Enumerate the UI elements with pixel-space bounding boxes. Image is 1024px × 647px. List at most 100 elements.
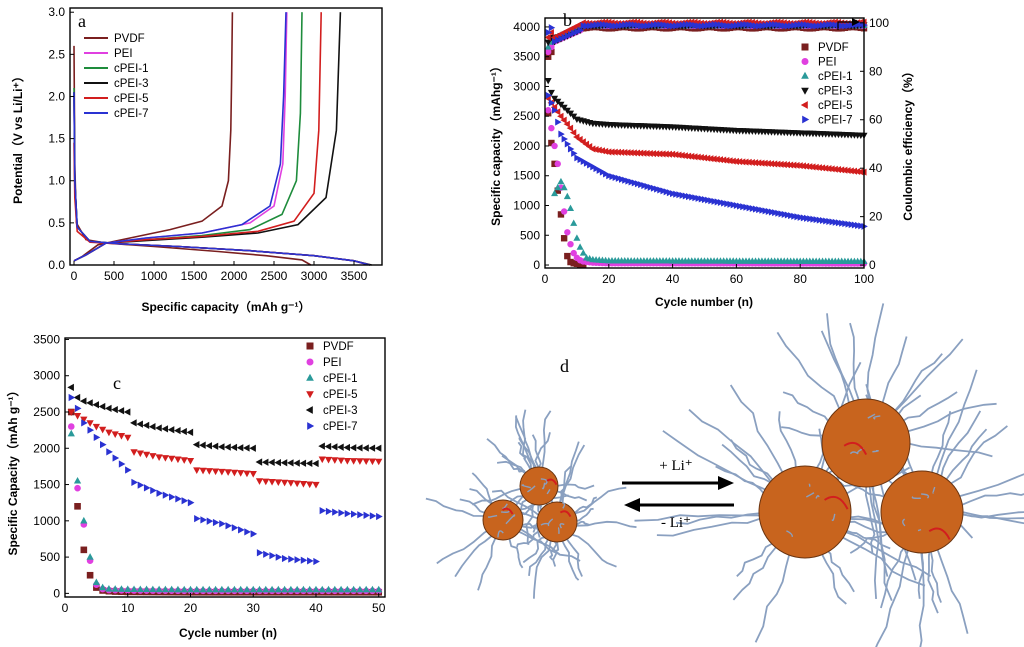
marker-c-cPEI-3 [98, 402, 106, 411]
marker-c-cPEI-5 [280, 479, 289, 487]
chart-c-frame [64, 337, 386, 598]
marker-c-cPEI-3 [355, 444, 363, 452]
marker-c-cPEI-1 [280, 585, 289, 593]
curve-cPEI-1-charge [73, 12, 303, 262]
polymer-chain [866, 303, 885, 404]
polymer-chain [525, 502, 535, 546]
polymer-chain [839, 481, 889, 499]
marker-c-cPEI-5 [299, 481, 308, 488]
forward-label: + Li⁺ [659, 458, 692, 474]
marker-b-cPEI-5 [821, 164, 829, 172]
polymer-chain [880, 336, 908, 407]
marker-c-cPEI-5 [186, 457, 195, 465]
x-axis-a-tick-label: 3500 [341, 269, 368, 283]
marker-b-cPEI-7 [567, 145, 575, 153]
surface-chain [487, 514, 498, 518]
marker-c-cPEI-7 [169, 493, 176, 501]
reverse-arrow-head [624, 498, 640, 512]
marker-c-cPEI-7 [137, 481, 145, 489]
marker-b-cPEI-5 [783, 161, 790, 169]
marker-c-cPEI-1 [142, 585, 151, 593]
polymer-chain [849, 530, 892, 554]
surface-chain [873, 415, 881, 420]
marker-c-cPEI-3 [155, 424, 162, 432]
polymer-chain [891, 353, 943, 415]
marker-c-cPEI-5 [318, 456, 326, 464]
y-axis-b-tick-label: 500 [520, 228, 540, 242]
marker-c-cPEI-5 [306, 481, 314, 489]
marker-c-cPEI-7 [269, 552, 277, 560]
marker-c-cPEI-3 [343, 443, 350, 452]
crosslink-chain [824, 495, 849, 510]
polymer-chain [572, 486, 627, 515]
polymer-chain [516, 530, 560, 556]
marker-b-cPEI-5 [633, 149, 641, 157]
x-axis-title-b: Cycle number (n) [655, 295, 753, 309]
marker-c-cPEI-1 [193, 585, 201, 593]
marker-c-cPEI-5 [218, 468, 226, 476]
marker-c-PEI [74, 484, 81, 492]
marker-b-cPEI-5 [569, 129, 577, 137]
surface-chain [562, 502, 566, 509]
marker-c-cPEI-7 [143, 484, 151, 492]
polymer-chain [459, 498, 487, 515]
marker-c-cPEI-3 [73, 393, 81, 402]
y-axis-a-tick-label: 1.0 [48, 174, 65, 188]
marker-c-cPEI-7 [244, 528, 251, 536]
marker-b-cPEI-5 [853, 167, 861, 176]
marker-c-cPEI-3 [180, 427, 187, 436]
legend-marker-c-cPEI-5 [306, 391, 314, 399]
marker-c-cPEI-7 [256, 549, 264, 557]
marker-c-cPEI-5 [80, 416, 88, 424]
marker-b-cPEI-5 [620, 149, 628, 157]
surface-chain [805, 492, 815, 498]
marker-c-cPEI-5 [136, 450, 144, 458]
marker-c-cPEI-1 [73, 476, 82, 484]
marker-c-cPEI-1 [255, 585, 264, 593]
polymer-chain [754, 550, 792, 643]
marker-c-cPEI-1 [318, 585, 326, 593]
marker-c-cPEI-3 [211, 442, 219, 450]
marker-c-cPEI-1 [218, 585, 226, 593]
marker-c-cPEI-7 [344, 509, 352, 518]
y-axis-b-tick-label: 4000 [513, 20, 540, 34]
y-axis-b-tick-label: 2000 [513, 139, 540, 153]
marker-c-cPEI-1 [161, 585, 170, 593]
x-axis-a-tick-label: 500 [104, 269, 124, 283]
surface-chain [921, 493, 930, 499]
legend-label-c-cPEI-7: cPEI-7 [323, 421, 358, 433]
legend-label-b-PVDF: PVDF [818, 42, 849, 54]
efficiency-b-cPEI-7 [577, 26, 584, 34]
marker-c-cPEI-1 [180, 585, 188, 593]
marker-c-cPEI-5 [174, 456, 182, 464]
y-axis-title-b: Specific capacity（mAhg⁻¹） [488, 60, 503, 226]
efficiency-b-PEI [544, 48, 552, 56]
marker-b-cPEI-5 [793, 161, 800, 169]
x-axis-a-tick-label: 2000 [221, 269, 248, 283]
marker-c-cPEI-3 [230, 443, 238, 452]
legend-label-cPEI-3: cPEI-3 [114, 78, 149, 90]
marker-b-PEI [564, 229, 571, 236]
polymer-chain [516, 528, 542, 548]
marker-c-cPEI-5 [130, 449, 138, 456]
polymer-chain [522, 536, 548, 564]
marker-b-cPEI-5 [566, 124, 574, 132]
marker-c-cPEI-5 [86, 420, 94, 427]
polymer-chain [826, 313, 857, 406]
marker-c-cPEI-3 [217, 443, 225, 451]
efficiency-b-cPEI-3 [544, 39, 552, 47]
polymer-chain [782, 391, 832, 426]
y-axis-c-tick-label: 2500 [33, 405, 60, 419]
marker-b-cPEI-5 [844, 167, 851, 175]
marker-c-cPEI-7 [313, 557, 320, 566]
marker-c-cPEI-1 [230, 585, 239, 593]
y2-axis-b-tick-label: 0 [869, 258, 876, 272]
marker-b-cPEI-5 [722, 156, 730, 164]
marker-c-cPEI-5 [262, 478, 270, 486]
marker-c-cPEI-1 [124, 585, 132, 593]
marker-b-cPEI-5 [834, 166, 842, 174]
marker-c-cPEI-1 [331, 585, 339, 593]
marker-b-cPEI-5 [671, 151, 679, 159]
marker-c-cPEI-7 [118, 460, 126, 468]
curve-PVDF-charge [73, 12, 234, 262]
